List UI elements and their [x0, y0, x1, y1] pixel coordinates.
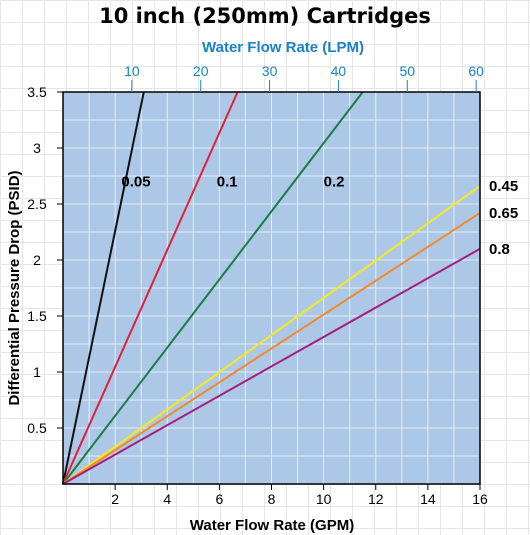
x-tick-label: 16: [472, 491, 488, 507]
series-label-0.65: 0.65: [489, 205, 518, 222]
y-axis-title: Differential Pressure Drop (PSID): [6, 170, 23, 405]
x-tick-label: 14: [420, 491, 436, 507]
y-tick-label: 1.5: [27, 308, 47, 324]
x-tick-label: 12: [368, 491, 384, 507]
x-axis-title: Water Flow Rate (GPM): [190, 517, 354, 534]
y-tick-label: 3.5: [27, 84, 47, 100]
series-label-0.05: 0.05: [121, 174, 150, 191]
series-label-0.8: 0.8: [489, 241, 510, 258]
series-label-0.1: 0.1: [217, 174, 238, 191]
grid-lines: [63, 92, 480, 484]
y-tick-label: 2: [33, 252, 41, 268]
series-line-0.1: [62, 91, 239, 485]
y-tick-label: 1: [33, 364, 41, 380]
x-tick-label: 2: [111, 491, 119, 507]
x-tick-label: 4: [163, 491, 171, 507]
series-line-0.45: [62, 185, 481, 485]
series-label-0.45: 0.45: [489, 178, 518, 195]
y-tick-label: 0.5: [27, 420, 47, 436]
series-line-0.8: [62, 247, 481, 485]
y-tick-label: 2.5: [27, 196, 47, 212]
top-tick-label: 60: [468, 63, 484, 79]
top-tick-label: 40: [331, 63, 347, 79]
top-tick-label: 10: [124, 63, 140, 79]
series-line-0.05: [62, 91, 145, 485]
series-label-0.2: 0.2: [324, 174, 345, 191]
x-tick-label: 10: [316, 491, 332, 507]
tick-labels: 2 4 6 8 10 12 14 16 0.5 1 1.5 2 2.5 3 3.5 10 20 30 40 50 60: [27, 63, 488, 507]
series-line-0.2: [62, 91, 364, 485]
tick-marks: [57, 80, 481, 490]
series-labels: 0.05 0.1 0.2 0.45 0.65 0.8: [121, 174, 518, 258]
top-tick-label: 30: [262, 63, 278, 79]
top-axis-title: Water Flow Rate (LPM): [202, 39, 364, 56]
top-tick-label: 50: [399, 63, 415, 79]
top-tick-label: 20: [193, 63, 209, 79]
series-lines: [62, 91, 481, 485]
y-tick-label: 3: [33, 140, 41, 156]
x-tick-label: 8: [268, 491, 276, 507]
x-tick-label: 6: [215, 491, 223, 507]
chart-title: 10 inch (250mm) Cartridges: [99, 4, 431, 28]
series-line-0.65: [62, 212, 481, 485]
